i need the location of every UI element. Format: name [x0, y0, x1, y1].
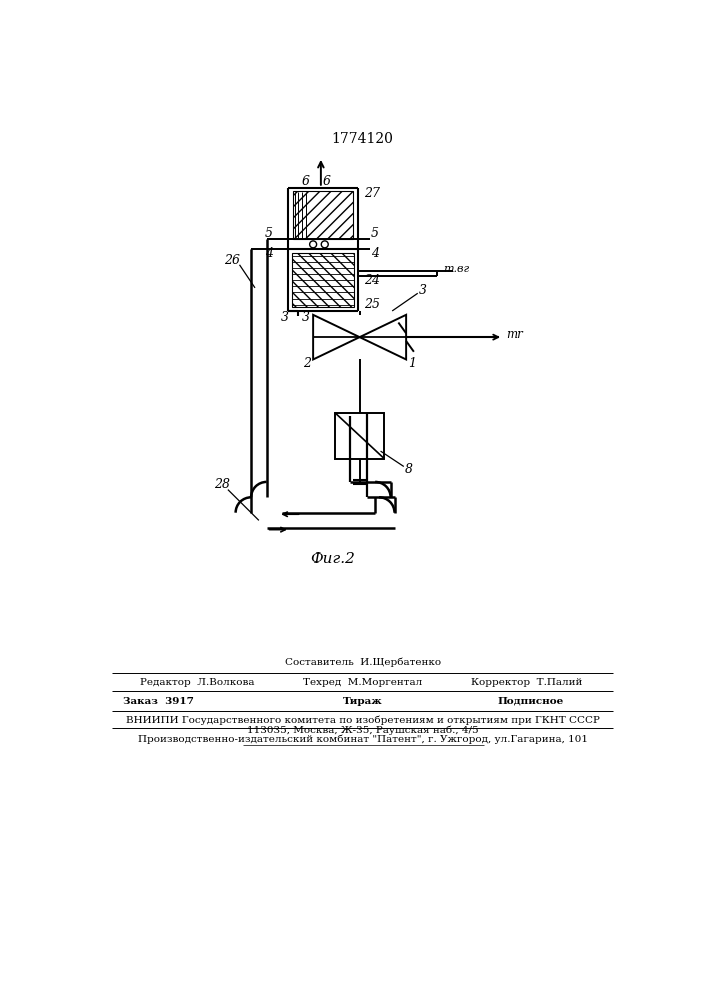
- Text: 8: 8: [405, 463, 413, 476]
- Text: Подписное: Подписное: [497, 697, 563, 706]
- Text: 3: 3: [301, 311, 310, 324]
- Text: 113035, Москва, Ж-35, Раушская наб., 4/5: 113035, Москва, Ж-35, Раушская наб., 4/5: [247, 725, 479, 735]
- Text: 2: 2: [303, 357, 311, 370]
- Text: 6: 6: [301, 175, 310, 188]
- Text: Тираж: Тираж: [343, 697, 382, 706]
- Text: Техред  М.Моргентал: Техред М.Моргентал: [303, 678, 422, 687]
- Text: ВНИИПИ Государственного комитета по изобретениям и открытиям при ГКНТ СССР: ВНИИПИ Государственного комитета по изоб…: [126, 715, 600, 725]
- Bar: [293, 191, 354, 239]
- Text: Фиг.2: Фиг.2: [310, 552, 355, 566]
- Text: Производственно-издательский комбинат "Патент", г. Ужгород, ул.Гагарина, 101: Производственно-издательский комбинат "П…: [138, 734, 588, 744]
- Text: 1: 1: [409, 357, 416, 370]
- Text: Редактор  Л.Волкова: Редактор Л.Волкова: [139, 678, 254, 687]
- Text: Заказ  3917: Заказ 3917: [123, 697, 194, 706]
- Text: Корректор  Т.Палий: Корректор Т.Палий: [471, 678, 582, 687]
- Text: Составитель  И.Щербатенко: Составитель И.Щербатенко: [285, 657, 440, 667]
- Text: 25: 25: [364, 298, 380, 311]
- Text: 5: 5: [371, 227, 379, 240]
- Text: 27: 27: [364, 187, 380, 200]
- Text: mr: mr: [506, 328, 523, 341]
- Text: 3: 3: [419, 284, 427, 297]
- Bar: [292, 253, 354, 307]
- Text: m.вг: m.вг: [443, 264, 469, 274]
- Text: 24: 24: [364, 274, 380, 287]
- Text: 4: 4: [265, 247, 273, 260]
- Text: 3: 3: [281, 311, 288, 324]
- Bar: [335, 413, 385, 459]
- Text: 1774120: 1774120: [332, 132, 394, 146]
- Text: 5: 5: [265, 227, 273, 240]
- Text: 28: 28: [214, 478, 230, 491]
- Text: 4: 4: [371, 247, 379, 260]
- Text: 6: 6: [323, 175, 331, 188]
- Text: 26: 26: [223, 254, 240, 267]
